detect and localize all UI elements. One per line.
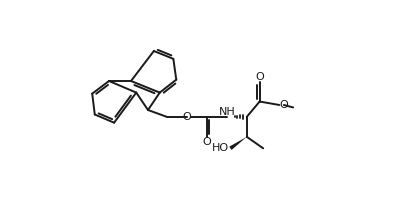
- Text: O: O: [279, 100, 288, 110]
- Text: NH: NH: [218, 107, 235, 117]
- Text: HO: HO: [212, 143, 229, 153]
- Text: O: O: [202, 137, 211, 147]
- Polygon shape: [229, 137, 247, 150]
- Text: O: O: [255, 72, 264, 82]
- Text: O: O: [182, 112, 191, 122]
